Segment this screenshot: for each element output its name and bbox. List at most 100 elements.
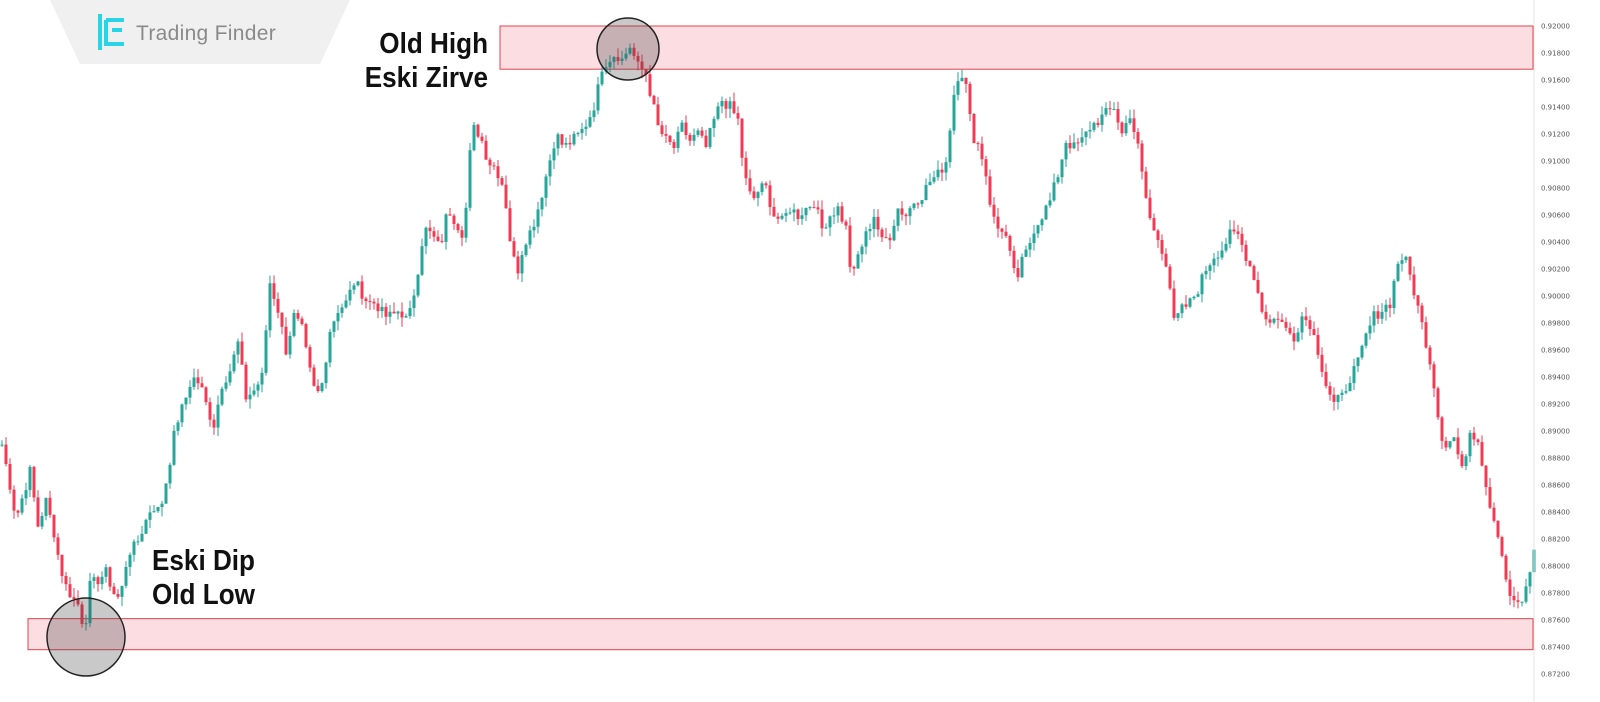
price-tick-label: 0.91400 — [1541, 104, 1570, 112]
price-scale[interactable]: 0.92000 0.91800 0.91600 0.91400 0.91200 0.910… — [1533, 0, 1570, 702]
candle-body — [860, 246, 864, 255]
candle-body — [1460, 454, 1464, 467]
candle-body — [1012, 250, 1016, 269]
candle-body — [1040, 219, 1044, 226]
candle-body — [660, 125, 664, 135]
price-tick-label: 0.89600 — [1541, 347, 1570, 355]
price-tick-label: 0.90600 — [1541, 212, 1570, 220]
candles-layer — [0, 43, 1536, 631]
candle-body — [1440, 417, 1444, 441]
candle-body — [1124, 123, 1128, 134]
candle-body — [724, 100, 728, 109]
price-tick-label: 0.90800 — [1541, 185, 1570, 193]
candle-body — [252, 390, 256, 395]
candle-body — [1316, 335, 1320, 355]
old-low-zone — [27, 618, 1534, 651]
candle-body — [1272, 318, 1276, 323]
candle-body — [348, 289, 352, 301]
candle-body — [392, 311, 396, 314]
candle-body — [1060, 159, 1064, 178]
candle-body — [72, 597, 76, 600]
candle-body — [652, 95, 656, 105]
price-tick-label: 0.90000 — [1541, 293, 1570, 301]
candle-body — [732, 101, 736, 114]
candle-body — [1428, 347, 1432, 365]
candle-body — [1472, 432, 1476, 440]
candle-body — [352, 285, 356, 290]
price-tick-label: 0.91000 — [1541, 158, 1570, 166]
candle-body — [1444, 440, 1448, 448]
candle-body — [80, 604, 84, 624]
candle-body — [524, 244, 528, 256]
candle-body — [92, 577, 96, 581]
candle-body — [292, 313, 296, 336]
candle-body — [572, 133, 576, 145]
candle-body — [984, 159, 988, 177]
candle-body — [520, 255, 524, 274]
candle-body — [748, 178, 752, 192]
candle-body — [380, 306, 384, 312]
candle-body — [144, 519, 148, 534]
old-high-zone — [499, 25, 1534, 70]
candle-body — [1504, 555, 1508, 580]
candle-body — [672, 141, 676, 149]
candle-body — [868, 229, 872, 232]
candle-body — [1268, 319, 1272, 323]
candle-body — [208, 402, 212, 420]
candle-body — [1380, 311, 1384, 319]
candle-body — [1244, 244, 1248, 261]
old-low-line1: Eski Dip — [152, 545, 255, 577]
candle-body — [196, 377, 200, 384]
candle-body — [1104, 108, 1108, 115]
candle-body — [1320, 354, 1324, 372]
candle-body — [400, 311, 404, 318]
candle-body — [184, 397, 188, 405]
candle-body — [948, 130, 952, 163]
candle-body — [324, 362, 328, 384]
candle-body — [1280, 319, 1284, 322]
price-tick-label: 0.89400 — [1541, 374, 1570, 382]
price-tick-label: 0.91200 — [1541, 131, 1570, 139]
candle-body — [676, 131, 680, 149]
candle-body — [1000, 228, 1004, 232]
candle-body — [808, 207, 812, 209]
candle-body — [484, 140, 488, 160]
candle-body — [940, 169, 944, 173]
candle-body — [256, 384, 260, 391]
old-low-label: Eski Dip Old Low — [152, 544, 255, 612]
candle-body — [1252, 266, 1256, 280]
candle-body — [1520, 601, 1524, 603]
candle-body — [1264, 311, 1268, 320]
candle-body — [1216, 257, 1220, 259]
candle-body — [1292, 333, 1296, 342]
candle-body — [836, 206, 840, 216]
candle-body — [604, 67, 608, 72]
candle-body — [260, 372, 264, 385]
brand-logo: Trading Finder — [50, 0, 350, 64]
candle-body — [872, 216, 876, 230]
candle-body — [1348, 383, 1352, 392]
candle-body — [356, 281, 360, 286]
candle-body — [932, 177, 936, 182]
candle-body — [752, 191, 756, 199]
candle-body — [284, 326, 288, 355]
candle-body — [560, 134, 564, 145]
candle-body — [916, 203, 920, 205]
price-tick-label: 0.88800 — [1541, 455, 1570, 463]
candle-body — [344, 300, 348, 308]
candle-body — [644, 69, 648, 75]
candle-body — [240, 341, 244, 365]
candle-body — [1116, 109, 1120, 123]
candle-body — [300, 318, 304, 325]
candle-body — [1448, 441, 1452, 448]
candle-body — [404, 316, 408, 318]
candle-body — [512, 241, 516, 257]
candle-body — [168, 464, 172, 484]
candle-body — [1144, 171, 1148, 198]
candle-body — [1188, 298, 1192, 307]
candle-body — [548, 160, 552, 177]
candle-body — [692, 134, 696, 141]
price-tick-label: 0.87600 — [1541, 617, 1570, 625]
price-tick-label: 0.89800 — [1541, 320, 1570, 328]
